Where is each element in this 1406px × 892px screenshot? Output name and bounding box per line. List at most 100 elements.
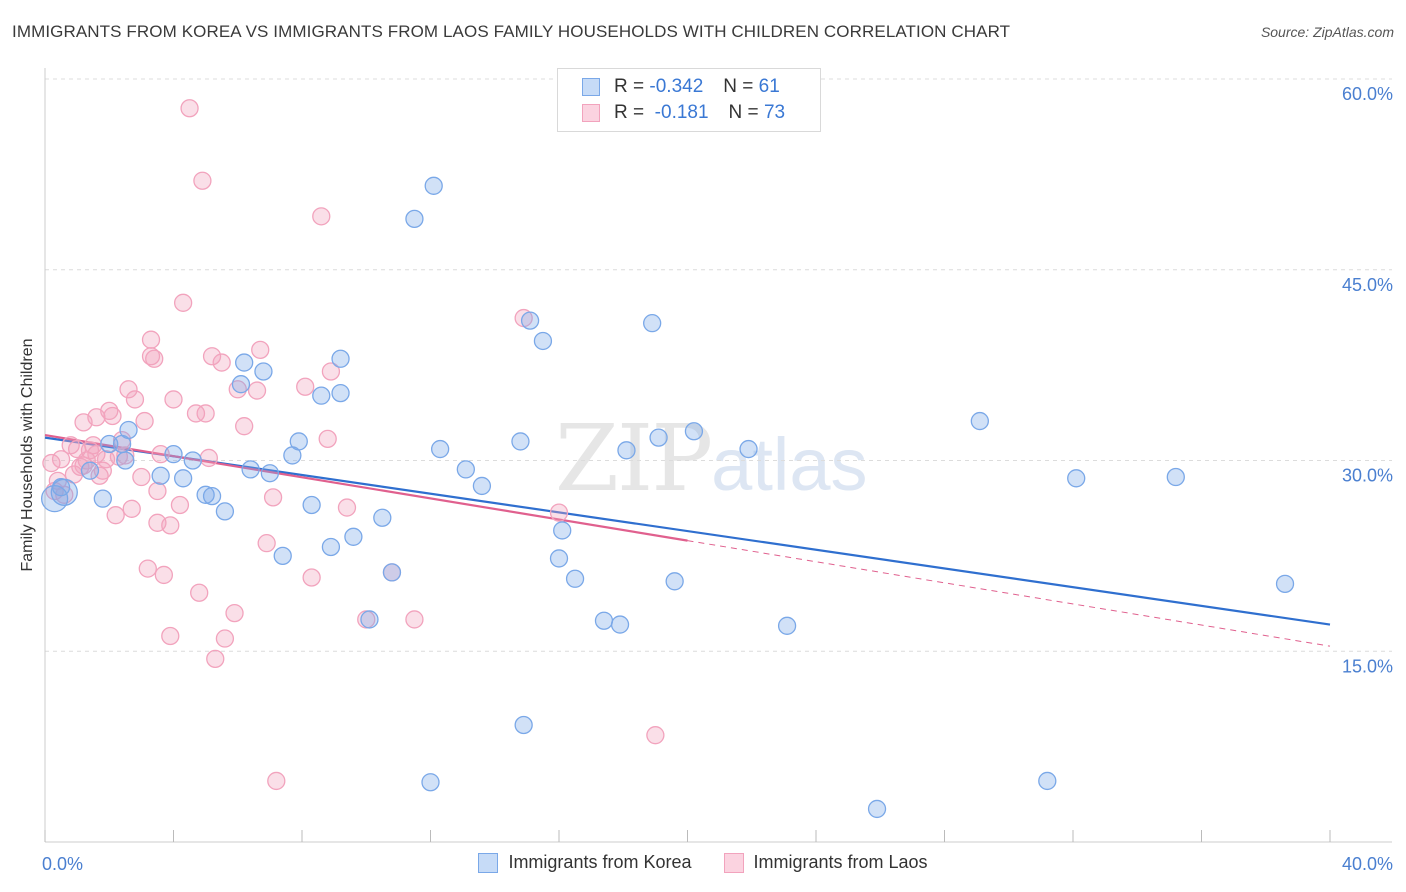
data-point [103, 406, 122, 426]
legend-r-value: -0.181 [654, 102, 709, 123]
data-point [267, 771, 286, 791]
data-point [235, 353, 254, 372]
data-point [202, 486, 222, 506]
data-point [296, 377, 315, 396]
data-point [344, 527, 363, 546]
data-point [312, 207, 331, 226]
data-point [273, 546, 292, 566]
y-tick-label: 45.0% [1342, 275, 1393, 295]
data-point [533, 331, 553, 351]
data-point [161, 626, 180, 646]
data-point [215, 629, 235, 648]
data-point [164, 390, 183, 409]
data-point [456, 460, 475, 479]
data-point [116, 446, 135, 465]
data-point [84, 436, 103, 455]
data-point [594, 611, 614, 630]
data-point [193, 171, 212, 190]
data-point [331, 349, 350, 368]
x-tick-label: 0.0% [42, 854, 83, 874]
data-point [138, 559, 157, 578]
data-point [421, 773, 440, 792]
y-tick-label: 30.0% [1342, 466, 1393, 486]
data-point [100, 434, 119, 454]
data-point [215, 502, 235, 521]
data-point [196, 485, 215, 504]
legend-n-value: 61 [758, 76, 780, 97]
data-point [148, 481, 167, 501]
legend-swatch-laos [723, 852, 744, 873]
data-point [235, 417, 254, 436]
data-point [321, 537, 341, 557]
legend-row-korea: R = -0.342 N = 61 [582, 75, 780, 99]
legend-n-value: 73 [763, 102, 786, 123]
legend-n-label: N = [728, 102, 759, 123]
data-point [170, 495, 190, 515]
data-point [549, 503, 569, 522]
legend-label-laos: Immigrants from Laos [753, 852, 928, 872]
data-point [337, 498, 357, 517]
data-point [42, 453, 61, 473]
source-label: Source: ZipAtlas.com [1260, 24, 1394, 40]
data-point [610, 615, 630, 634]
data-point [289, 432, 308, 451]
data-point [173, 293, 193, 312]
data-point [206, 649, 225, 669]
data-point [199, 448, 218, 468]
legend-r-label: R = [614, 102, 645, 123]
data-point [231, 375, 251, 394]
data-point [520, 311, 540, 330]
tick-labels: 15.0% 30.0% 45.0% 60.0% 0.0% 40.0% [42, 84, 1393, 874]
data-point [405, 209, 424, 229]
data-point [970, 411, 989, 431]
data-point [472, 476, 492, 496]
data-point [553, 521, 572, 540]
series-korea [40, 176, 1295, 819]
data-point [100, 401, 119, 421]
axes [44, 68, 1392, 843]
legend-row-laos: R = -0.181 N = 73 [582, 101, 785, 125]
data-point [151, 466, 170, 485]
data-point [119, 380, 138, 399]
y-tick-label: 60.0% [1342, 84, 1393, 104]
watermark: ZIPatlas [555, 405, 867, 512]
data-point [777, 616, 797, 635]
correlation-legend: R = -0.342 N = 61 R = -0.181 N = 73 [557, 68, 821, 132]
data-point [643, 314, 662, 333]
data-point [1166, 467, 1185, 487]
data-point [263, 488, 283, 507]
y-axis-label: Family Households with Children [19, 338, 36, 572]
data-point [51, 450, 71, 469]
y-tick-label: 15.0% [1342, 656, 1393, 676]
data-point [511, 432, 530, 451]
data-point [739, 439, 758, 459]
data-point [254, 362, 273, 381]
data-point [225, 603, 244, 623]
data-point [135, 411, 154, 431]
data-point [360, 610, 379, 629]
data-point [617, 441, 636, 460]
data-point [565, 569, 585, 588]
data-point [430, 439, 450, 459]
data-point [867, 799, 887, 819]
data-point [228, 380, 247, 399]
data-points [40, 99, 1295, 819]
data-point [161, 516, 180, 535]
data-point [180, 99, 199, 118]
data-point [125, 390, 145, 409]
data-point [257, 534, 276, 553]
trend-line-laos [44, 433, 688, 542]
legend-swatch-korea [582, 78, 600, 96]
legend-label-korea: Immigrants from Korea [508, 852, 692, 872]
data-point [302, 568, 321, 587]
data-point [116, 451, 135, 470]
legend-r-value: -0.342 [649, 76, 704, 97]
data-point [154, 565, 174, 585]
data-point [549, 549, 569, 568]
data-point [202, 347, 222, 366]
data-point [132, 467, 151, 487]
data-point [141, 330, 161, 349]
data-point [665, 572, 684, 591]
data-point [186, 404, 206, 423]
